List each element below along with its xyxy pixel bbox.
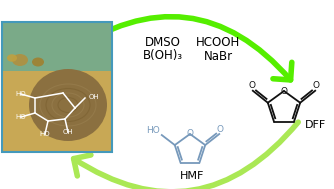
Text: B(OH)₃: B(OH)₃ xyxy=(143,50,183,63)
Ellipse shape xyxy=(32,57,44,67)
Bar xyxy=(2,22,112,152)
Text: O: O xyxy=(248,81,255,90)
FancyArrowPatch shape xyxy=(67,17,292,80)
Bar xyxy=(2,71,112,152)
Text: HO: HO xyxy=(16,91,26,97)
Text: DFF: DFF xyxy=(305,120,327,130)
Bar xyxy=(2,22,112,71)
Text: O: O xyxy=(217,125,224,134)
Text: HCOOH: HCOOH xyxy=(196,36,240,49)
Ellipse shape xyxy=(7,54,17,62)
Text: O: O xyxy=(186,129,193,139)
Text: OH: OH xyxy=(63,129,73,135)
Text: O: O xyxy=(313,81,320,90)
Text: O: O xyxy=(281,87,288,95)
Ellipse shape xyxy=(12,54,28,66)
Text: HO: HO xyxy=(40,131,50,137)
Text: HO: HO xyxy=(16,114,26,120)
FancyArrowPatch shape xyxy=(73,122,298,189)
Text: HMF: HMF xyxy=(180,171,204,181)
Text: HO: HO xyxy=(146,125,160,135)
Text: DMSO: DMSO xyxy=(145,36,181,49)
Text: OH: OH xyxy=(89,94,100,100)
Text: NaBr: NaBr xyxy=(203,50,232,63)
Ellipse shape xyxy=(29,69,107,141)
